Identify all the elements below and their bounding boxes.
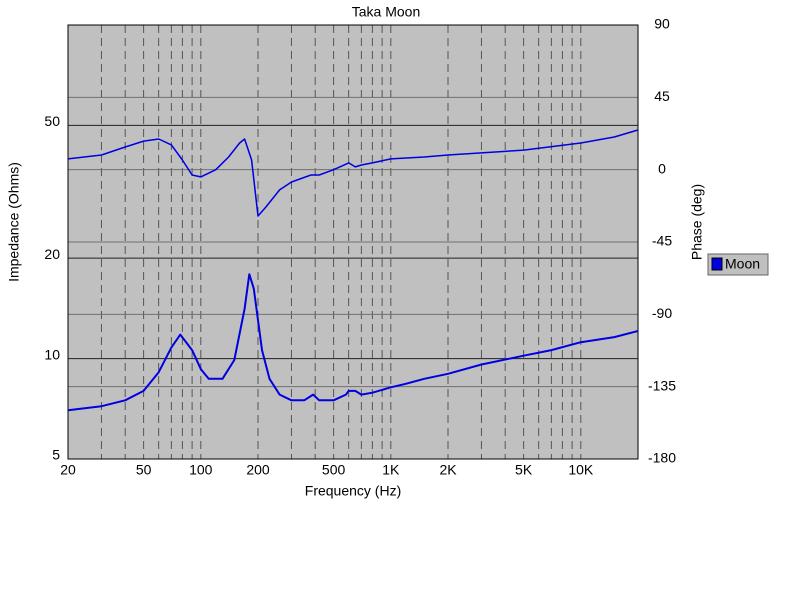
legend-box [707, 253, 769, 276]
legend-label: Moon [725, 256, 760, 272]
y2-tick-label: 0 [658, 160, 666, 176]
x-tick-label: 500 [322, 462, 346, 478]
y-axis-label: Impedance (Ohms) [6, 162, 22, 282]
legend-swatch [711, 257, 723, 271]
x-tick-label: 5K [515, 462, 533, 478]
y2-tick-label: 90 [654, 16, 670, 32]
y2-tick-label: -180 [648, 450, 676, 466]
y-tick-label: 5 [52, 447, 60, 463]
x-tick-label: 200 [246, 462, 270, 478]
x-tick-label: 100 [189, 462, 213, 478]
y2-tick-label: -90 [652, 305, 672, 321]
y2-axis-label: Phase (deg) [689, 184, 705, 260]
series-line [67, 273, 639, 412]
plot-border [67, 24, 639, 460]
chart-title: Taka Moon [352, 4, 420, 20]
y-tick-label: 20 [44, 246, 60, 262]
x-tick-label: 20 [60, 462, 76, 478]
y-tick-label: 10 [44, 346, 60, 362]
y2-tick-label: -135 [648, 377, 676, 393]
x-tick-label: 2K [439, 462, 457, 478]
y2-tick-label: -45 [652, 233, 672, 249]
series-line [67, 129, 639, 217]
x-tick-label: 1K [382, 462, 400, 478]
x-tick-label: 10K [568, 462, 594, 478]
y2-tick-label: 45 [654, 88, 670, 104]
x-tick-label: 50 [136, 462, 152, 478]
x-axis-label: Frequency (Hz) [305, 483, 401, 499]
legend [707, 253, 769, 276]
y-tick-label: 50 [44, 113, 60, 129]
